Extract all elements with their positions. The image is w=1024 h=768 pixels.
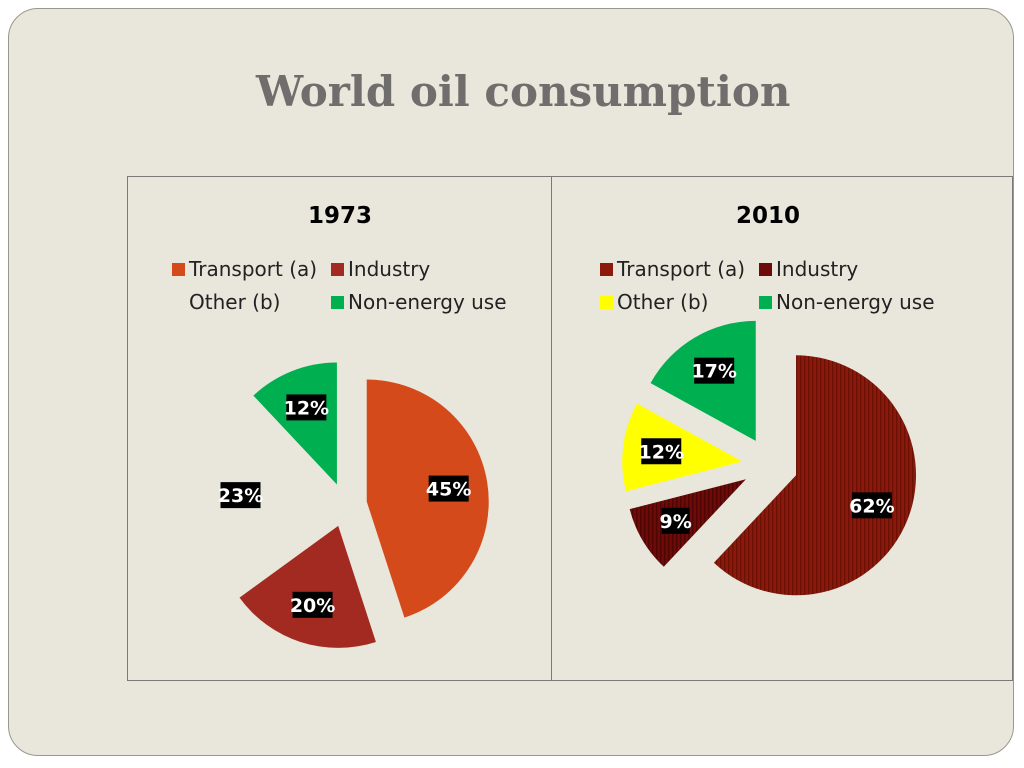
legend-item: Other (b)	[172, 290, 280, 314]
slide-title: World oil consumption	[256, 67, 791, 116]
legend-label: Other (b)	[617, 290, 709, 314]
pie-slice-other-b	[622, 403, 743, 492]
data-label: 62%	[849, 492, 895, 519]
data-label: 9%	[660, 507, 692, 534]
data-label-text: 12%	[639, 441, 684, 463]
data-label-text: 9%	[660, 511, 692, 533]
pie-slice-transport-a	[366, 379, 489, 618]
legend-item: Industry	[759, 257, 858, 281]
legend-item: Non-energy use	[331, 290, 507, 314]
data-label-text: 45%	[426, 479, 471, 501]
data-label-background	[851, 492, 892, 519]
data-label-text: 62%	[849, 495, 894, 517]
legend-swatch	[172, 295, 185, 309]
data-label-text: 12%	[284, 397, 329, 419]
data-label-text: 17%	[691, 361, 736, 383]
data-label-background	[286, 394, 327, 421]
legend-swatch	[331, 295, 344, 309]
legend-label: Non-energy use	[776, 290, 935, 314]
legend-item: Transport (a)	[172, 257, 317, 281]
legend-swatch	[759, 295, 772, 309]
data-label-background	[292, 591, 333, 618]
chart-title-1973: 1973	[307, 203, 372, 229]
legend-item: Other (b)	[600, 290, 708, 314]
legend-swatch	[600, 262, 613, 276]
legend-swatch	[759, 262, 772, 276]
legend-label: Industry	[776, 257, 859, 281]
data-label-background	[428, 475, 469, 502]
data-label: 12%	[639, 438, 684, 465]
legend-swatch	[600, 295, 613, 309]
legend-label: Non-energy use	[348, 290, 507, 314]
data-label-background	[661, 507, 690, 534]
data-label: 23%	[218, 482, 263, 509]
data-label-background	[694, 357, 735, 384]
pie-slice-transport-a	[713, 355, 917, 596]
data-label-text: 20%	[290, 595, 335, 617]
data-label-text: 23%	[218, 485, 263, 507]
chart-frame	[127, 176, 1013, 681]
legend-item: Transport (a)	[600, 257, 745, 281]
legend-item: Non-energy use	[759, 290, 935, 314]
legend-label: Transport (a)	[189, 257, 318, 281]
data-label: 20%	[290, 591, 335, 618]
legend-label: Transport (a)	[617, 257, 746, 281]
legend-label: Industry	[348, 257, 431, 281]
legend-swatch	[331, 262, 344, 276]
chart-title-2010: 2010	[735, 203, 800, 229]
pie-slice-non-energy-use	[253, 362, 337, 485]
data-label: 45%	[426, 475, 471, 502]
data-label-background	[641, 438, 682, 465]
data-label: 17%	[691, 357, 737, 384]
legend-swatch	[172, 262, 185, 276]
legend-label: Other (b)	[189, 290, 281, 314]
legend-item: Industry	[331, 257, 430, 281]
chart-divider	[551, 176, 552, 681]
pie-slice-industry	[239, 525, 376, 648]
data-label: 12%	[284, 394, 329, 421]
data-label-background	[220, 482, 261, 509]
